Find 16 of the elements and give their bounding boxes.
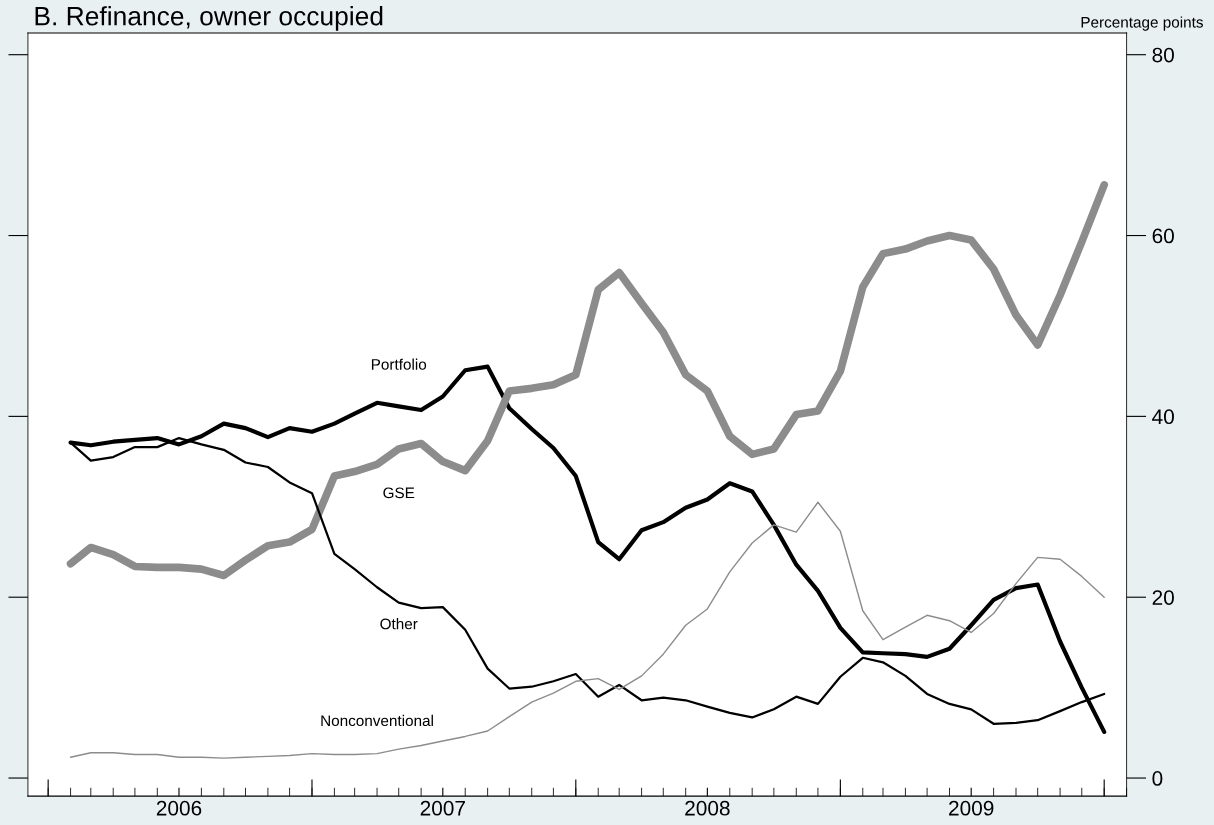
series-label: Other: [380, 618, 418, 630]
y-tick-label: 20: [1152, 590, 1174, 605]
series-label: Nonconventional: [321, 714, 433, 727]
y-tick-label: 0: [1152, 771, 1163, 786]
line-series: [69, 501, 1105, 759]
series-label: GSE: [383, 487, 415, 499]
y-axis-title: Percentage points: [1081, 16, 1203, 31]
chart-title: B. Refinance, owner occupied: [35, 6, 383, 31]
x-tick-label: 2007: [420, 800, 465, 816]
y-tick-label: 60: [1152, 228, 1174, 244]
x-tick-label: 2008: [685, 800, 730, 816]
x-tick-label: 2006: [156, 800, 202, 816]
x-tick-label: 2009: [949, 800, 994, 816]
y-tick-label: 80: [1152, 47, 1174, 63]
series-label: Portfolio: [371, 358, 427, 370]
y-tick-label: 40: [1152, 409, 1174, 425]
